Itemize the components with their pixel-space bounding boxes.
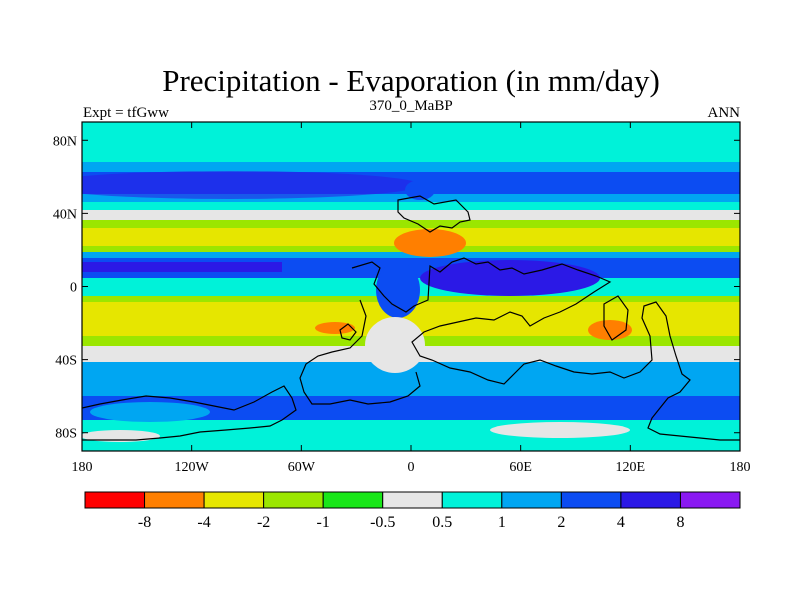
colorbar-swatch [263, 491, 324, 509]
x-tick-label: 120W [175, 460, 210, 475]
colorbar-swatch [84, 491, 146, 509]
colorbar-swatch [203, 491, 265, 509]
coastline-north-land [397, 195, 471, 233]
coastline-peninsula [339, 323, 357, 341]
x-axis-ticks: 180 120W 60W 0 60E 120E 180 [72, 122, 751, 475]
subtitle-right: ANN [708, 105, 741, 121]
coastline-gondwana-west [351, 257, 740, 441]
coastlines [82, 195, 740, 441]
y-tick-label: 0 [70, 281, 77, 296]
field-southern-neutral-2 [490, 422, 630, 438]
x-tick-label: 180 [72, 460, 93, 475]
plot-title: Precipitation - Evaporation (in mm/day) [162, 63, 660, 98]
band-north-neutral [82, 210, 740, 220]
colorbar-label: 2 [557, 514, 565, 531]
coastline-south-west [82, 385, 297, 441]
band-itcz-edge [82, 252, 740, 262]
colorbar-swatch [560, 491, 622, 509]
colorbar: -8 -4 -2 -1 -0.5 0.5 1 2 4 8 [84, 491, 741, 531]
colorbar-swatch [144, 491, 205, 509]
colorbar-label: -4 [197, 514, 210, 531]
y-tick-label: 40S [55, 354, 77, 369]
colorbar-label: 4 [617, 514, 625, 531]
field-polar-blue [405, 180, 435, 200]
map-panel: 180 120W 60W 0 60E 120E 180 80N 40N 0 40S 80S [53, 121, 751, 475]
colorbar-swatch [441, 491, 503, 509]
colorbar-swatch [620, 491, 681, 509]
colorbar-label: -2 [257, 514, 270, 531]
field-land-neutral [365, 317, 425, 373]
colorbar-label: 8 [676, 514, 684, 531]
x-tick-label: 60W [288, 460, 316, 475]
x-tick-label: 120E [616, 460, 646, 475]
band-arctic [82, 122, 740, 162]
field-southern-neutral-1 [82, 430, 160, 442]
colorbar-label: 0.5 [432, 514, 452, 531]
colorbar-swatch [501, 491, 562, 509]
band-itcz-core [82, 262, 282, 272]
coastline-south-interior [299, 299, 421, 405]
field-tropical-wet-west [376, 262, 420, 318]
y-tick-label: 40N [53, 207, 77, 222]
y-tick-label: 80S [55, 427, 77, 442]
field-south-pacific-blue [90, 402, 210, 422]
subtitle-center: 370_0_MaBP [369, 98, 452, 114]
subtitle-left: Expt = tfGww [83, 105, 169, 121]
colorbar-swatch [382, 491, 443, 509]
field-central-dry [394, 229, 466, 257]
field-ne-pacific-wet [82, 171, 420, 199]
field-east-pacific-dry [315, 322, 355, 334]
field-indian-dry [588, 320, 632, 340]
x-tick-label: 180 [730, 460, 751, 475]
colorbar-label: -0.5 [370, 514, 395, 531]
colorbar-label: 1 [498, 514, 506, 531]
x-tick-label: 0 [408, 460, 415, 475]
colorbar-label: -1 [317, 514, 330, 531]
colorbar-swatch [322, 491, 384, 509]
y-axis-ticks: 80N 40N 0 40S 80S [53, 134, 740, 442]
y-tick-label: 80N [53, 134, 77, 149]
colorbar-swatch [679, 491, 741, 509]
x-tick-label: 60E [509, 460, 532, 475]
field-tropical-wet-east [420, 260, 600, 296]
coastline-east-arm [603, 295, 629, 341]
colorbar-label: -8 [138, 514, 151, 531]
